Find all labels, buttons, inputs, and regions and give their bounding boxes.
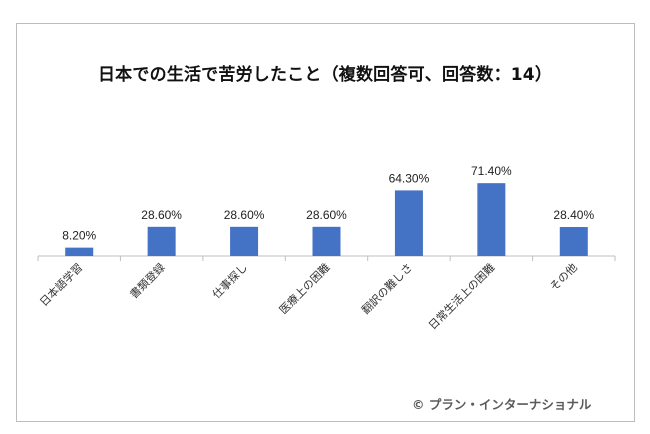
data-label: 64.30%	[389, 171, 430, 185]
category-tick-label: 日本語学習	[37, 260, 86, 309]
bar	[477, 183, 506, 256]
bar	[394, 190, 423, 256]
bar	[559, 227, 588, 256]
chart-title: 日本での生活で苦労したこと（複数回答可、回答数：14）	[97, 65, 553, 85]
bar	[65, 247, 94, 256]
bar	[147, 226, 176, 256]
data-label: 28.40%	[553, 208, 594, 222]
bar	[230, 226, 259, 256]
copyright-credit: © プラン・インターナショナル	[412, 397, 592, 412]
data-label: 28.60%	[224, 208, 265, 222]
bar	[312, 226, 341, 256]
category-tick-label: 書類登録	[127, 260, 168, 301]
data-label: 28.60%	[141, 208, 182, 222]
data-label: 8.20%	[62, 229, 96, 243]
data-label: 71.40%	[471, 164, 512, 178]
category-tick-label: その他	[547, 261, 580, 294]
category-tick-label: 翻訳の難しさ	[358, 260, 415, 317]
category-tick-label: 日常生活上の困難	[425, 260, 497, 332]
data-label: 28.60%	[306, 208, 347, 222]
category-tick-label: 仕事探し	[210, 261, 250, 301]
chart-frame	[16, 23, 635, 422]
category-tick-label: 医療上の困難	[276, 260, 333, 317]
